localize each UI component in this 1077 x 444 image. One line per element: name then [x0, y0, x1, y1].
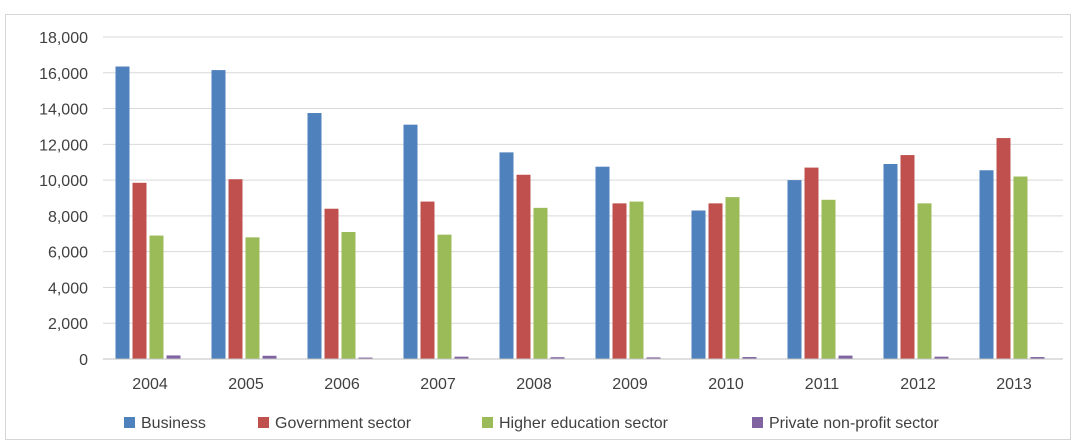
bar-2013-government-sector: [996, 138, 1011, 359]
bar-2012-higher-education-sector: [917, 203, 932, 359]
x-tick-label: 2005: [228, 376, 264, 393]
bar-2005-government-sector: [228, 179, 243, 359]
bar-2010-higher-education-sector: [725, 197, 740, 359]
bar-2007-private-non-profit-sector: [454, 356, 469, 359]
bar-2004-business: [115, 66, 130, 360]
bar-2011-business: [787, 180, 802, 359]
bar-2011-private-non-profit-sector: [838, 355, 853, 359]
bar-2009-government-sector: [612, 203, 627, 359]
legend-label: Government sector: [275, 415, 412, 432]
bar-2012-business: [883, 164, 898, 359]
bar-2010-business: [691, 210, 706, 359]
y-tick-label: 6,000: [48, 245, 88, 262]
bar-2009-private-non-profit-sector: [646, 357, 661, 359]
bar-2011-government-sector: [804, 167, 819, 359]
x-tick-label: 2010: [708, 376, 744, 393]
legend-label: Higher education sector: [499, 415, 669, 432]
bar-2007-government-sector: [420, 201, 435, 359]
y-tick-label: 14,000: [39, 102, 88, 119]
bar-2009-higher-education-sector: [629, 201, 644, 359]
x-tick-label: 2007: [420, 376, 456, 393]
bar-2008-government-sector: [516, 174, 531, 359]
y-tick-label: 0: [79, 352, 88, 369]
bar-2007-business: [403, 124, 418, 360]
y-tick-label: 8,000: [48, 209, 88, 226]
bar-2006-higher-education-sector: [341, 231, 356, 359]
bar-2004-higher-education-sector: [149, 235, 164, 359]
x-tick-label: 2011: [805, 376, 840, 393]
bar-2006-government-sector: [324, 208, 339, 359]
bar-2004-private-non-profit-sector: [166, 355, 181, 359]
x-tick-label: 2006: [324, 376, 360, 393]
bars: [115, 66, 1045, 360]
y-tick-label: 10,000: [39, 173, 88, 190]
x-tick-label: 2009: [612, 376, 648, 393]
x-tick-label: 2013: [996, 376, 1032, 393]
bar-2006-private-non-profit-sector: [358, 357, 373, 359]
bar-2010-government-sector: [708, 203, 723, 359]
legend-swatch: [482, 417, 493, 428]
bar-2013-private-non-profit-sector: [1030, 357, 1045, 359]
bar-2012-government-sector: [900, 155, 915, 359]
x-axis-tick-labels: 2004 2005 2006 2007 2008 2009 2010 2011 2012 2013: [132, 376, 1032, 393]
bar-2004-government-sector: [132, 182, 147, 359]
y-tick-label: 16,000: [39, 66, 88, 83]
legend-label: Private non-profit sector: [769, 415, 940, 432]
bar-2007-higher-education-sector: [437, 234, 452, 359]
bar-2011-higher-education-sector: [821, 199, 836, 359]
bar-2013-higher-education-sector: [1013, 176, 1028, 359]
legend: Business Government sector Higher educatio…: [124, 415, 940, 432]
y-tick-label: 4,000: [48, 280, 88, 297]
bar-2005-business: [211, 70, 226, 359]
bar-2008-private-non-profit-sector: [550, 357, 565, 359]
bar-2005-private-non-profit-sector: [262, 355, 277, 359]
legend-swatch: [124, 417, 135, 428]
bar-2012-private-non-profit-sector: [934, 356, 949, 359]
legend-swatch: [258, 417, 269, 428]
bar-2008-higher-education-sector: [533, 207, 548, 359]
bar-2006-business: [307, 113, 322, 360]
legend-swatch: [752, 417, 763, 428]
x-tick-label: 2008: [516, 376, 552, 393]
y-axis-tick-labels: 0 2,000 4,000 6,000 8,000 10,000 12,000 14,000 1…: [39, 30, 88, 369]
bar-2005-higher-education-sector: [245, 237, 260, 359]
y-tick-label: 18,000: [39, 30, 88, 47]
y-tick-label: 2,000: [48, 316, 88, 333]
bar-2009-business: [595, 166, 610, 359]
x-tick-label: 2012: [900, 376, 936, 393]
bar-2010-private-non-profit-sector: [742, 357, 757, 359]
x-tick-label: 2004: [132, 376, 168, 393]
y-tick-label: 12,000: [39, 137, 88, 154]
bar-2008-business: [499, 152, 514, 359]
bar-2013-business: [979, 170, 994, 359]
legend-label: Business: [141, 415, 206, 432]
